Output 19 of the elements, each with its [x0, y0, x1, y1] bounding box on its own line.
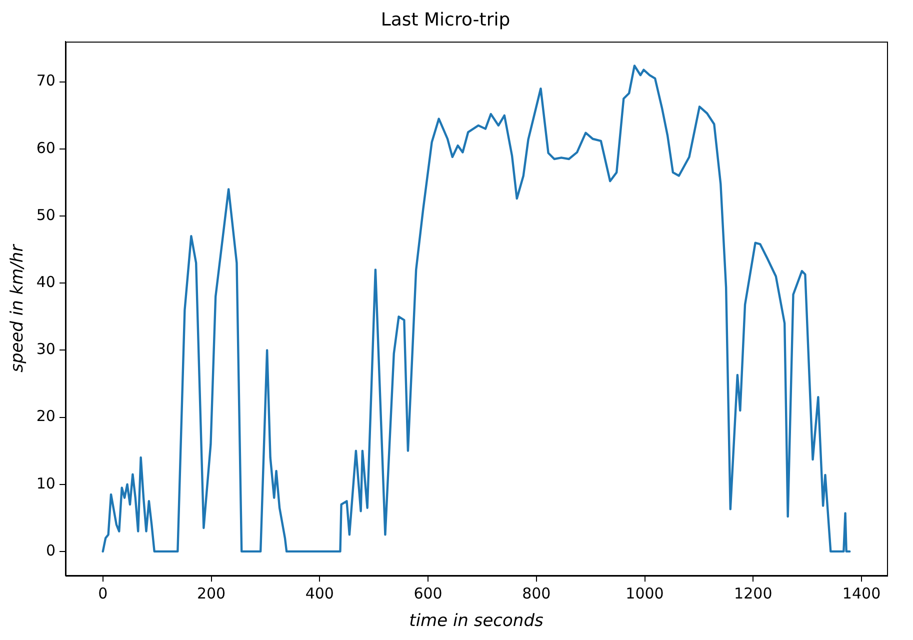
x-tick-label: 1000 — [626, 584, 664, 602]
y-tick-label: 0 — [46, 541, 56, 560]
chart-title: Last Micro-trip — [380, 9, 510, 30]
x-tick-label: 1400 — [842, 584, 881, 602]
y-tick-label: 60 — [36, 138, 56, 157]
x-axis-title: time in seconds — [409, 611, 544, 632]
x-tick-label: 200 — [196, 584, 226, 602]
x-tick-label: 0 — [98, 584, 108, 602]
x-tick-label: 800 — [522, 584, 551, 602]
y-tick-label: 30 — [36, 340, 56, 358]
y-tick-label: 40 — [36, 273, 56, 291]
y-tick-label: 50 — [36, 206, 56, 224]
y-tick-label: 70 — [36, 72, 56, 90]
y-axis-title: speed in km/hr — [8, 244, 28, 372]
y-tick-label: 10 — [36, 474, 56, 492]
y-tick-label: 20 — [36, 407, 56, 426]
x-tick-label: 400 — [305, 584, 334, 602]
x-tick-label: 1200 — [734, 584, 772, 602]
x-tick-label: 600 — [414, 584, 442, 602]
